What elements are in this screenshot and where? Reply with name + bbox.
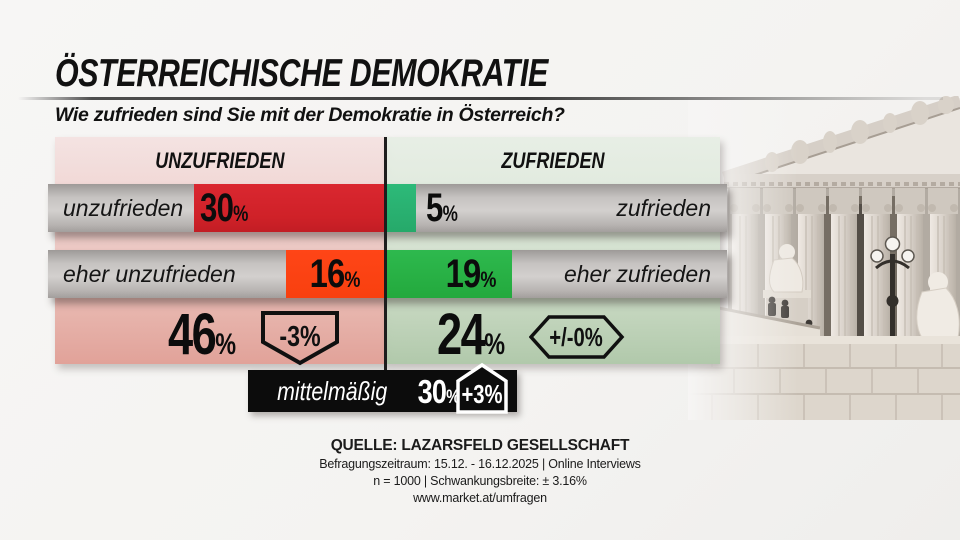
- panel-zufrieden-header: ZUFRIEDEN: [385, 150, 720, 172]
- panel-unzufrieden-label: UNZUFRIEDEN: [155, 148, 285, 173]
- mittelmaessig-value-wrap: 30%: [418, 375, 460, 408]
- source-line: QUELLE: LAZARSFELD GESELLSCHAFT: [330, 437, 630, 454]
- total-unzufrieden: 46%: [168, 306, 255, 374]
- value-eher-zufrieden-number: 19: [445, 252, 482, 296]
- unchanged-badge-value: +/-0%: [549, 323, 603, 352]
- bar-zufrieden: [385, 184, 416, 232]
- value-eher-unzufrieden-percent: %: [344, 267, 361, 292]
- value-unzufrieden-number: 30: [200, 186, 234, 230]
- bar-row-unzufrieden-zufrieden: unzufrieden 30% 5% zufrieden: [48, 184, 727, 232]
- label-zufrieden: zufrieden: [616, 184, 711, 232]
- label-eher-unzufrieden-text: eher unzufrieden: [63, 260, 236, 287]
- bar-eher-zufrieden: 19%: [385, 250, 512, 298]
- decrease-badge-icon: -3%: [261, 311, 339, 366]
- center-divider-line: [384, 137, 387, 371]
- mittelmaessig-label-text: mittelmäßig: [277, 376, 388, 406]
- mittelmaessig-bar: mittelmäßig 30% +3%: [248, 362, 517, 414]
- label-eher-zufrieden: eher zufrieden: [564, 250, 711, 298]
- panel-zufrieden-label: ZUFRIEDEN: [500, 148, 605, 173]
- total-unzufrieden-percent: %: [215, 328, 237, 361]
- value-eher-unzufrieden-number: 16: [310, 252, 346, 296]
- value-zufrieden-wrap: 5%: [426, 188, 458, 228]
- page-title-text: ÖSTERREICHISCHE DEMOKRATIE: [55, 52, 548, 95]
- label-unzufrieden-text: unzufrieden: [63, 194, 184, 221]
- value-zufrieden: 5%: [426, 184, 467, 232]
- label-eher-zufrieden-text: eher zufrieden: [563, 260, 711, 287]
- increase-badge-icon: +3%: [456, 362, 508, 414]
- value-zufrieden-number: 5: [426, 186, 443, 230]
- survey-question-text: Wie zufrieden sind Sie mit der Demokrati…: [55, 104, 565, 126]
- source-line: Befragungszeitraum: 15.12. - 16.12.2025 …: [319, 456, 641, 471]
- unchanged-badge-icon: +/-0%: [529, 315, 625, 359]
- decrease-badge-value: -3%: [279, 319, 320, 352]
- label-zufrieden-text: zufrieden: [616, 194, 711, 221]
- source-block: QUELLE: LAZARSFELD GESELLSCHAFT Befragun…: [0, 437, 960, 507]
- increase-badge-value: +3%: [461, 380, 502, 409]
- total-zufrieden: 24%: [437, 306, 524, 374]
- mittelmaessig-label: mittelmäßig: [265, 378, 399, 404]
- source-line: n = 1000 | Schwankungsbreite: ± 3.16%: [373, 474, 587, 489]
- value-unzufrieden: 30%: [200, 188, 248, 228]
- total-zufrieden-number: 24: [437, 302, 486, 367]
- bar-unzufrieden: 30%: [194, 184, 385, 232]
- source-line: www.market.at/umfragen: [413, 491, 547, 506]
- value-eher-zufrieden: 19%: [446, 254, 497, 294]
- total-zufrieden-percent: %: [484, 328, 506, 361]
- mittelmaessig-value-number: 30: [418, 372, 447, 410]
- value-zufrieden-percent: %: [442, 201, 458, 226]
- bar-eher-unzufrieden: 16%: [286, 250, 385, 298]
- total-unzufrieden-number: 46: [168, 302, 217, 367]
- value-eher-zufrieden-percent: %: [480, 267, 497, 292]
- title-divider-line: [18, 97, 943, 100]
- total-unzufrieden-wrap: 46%: [168, 306, 236, 374]
- mittelmaessig-value: 30%: [413, 375, 465, 408]
- label-eher-unzufrieden: eher unzufrieden: [63, 250, 236, 298]
- total-zufrieden-wrap: 24%: [437, 306, 505, 374]
- value-unzufrieden-percent: %: [233, 201, 249, 226]
- value-eher-unzufrieden: 16%: [310, 254, 361, 294]
- panel-unzufrieden-header: UNZUFRIEDEN: [55, 150, 385, 172]
- page-title: ÖSTERREICHISCHE DEMOKRATIE: [55, 54, 687, 93]
- survey-question: Wie zufrieden sind Sie mit der Demokrati…: [55, 104, 565, 127]
- bar-row-eher: eher unzufrieden 16% 19% eher zufrieden: [48, 250, 727, 298]
- label-unzufrieden: unzufrieden: [63, 184, 183, 232]
